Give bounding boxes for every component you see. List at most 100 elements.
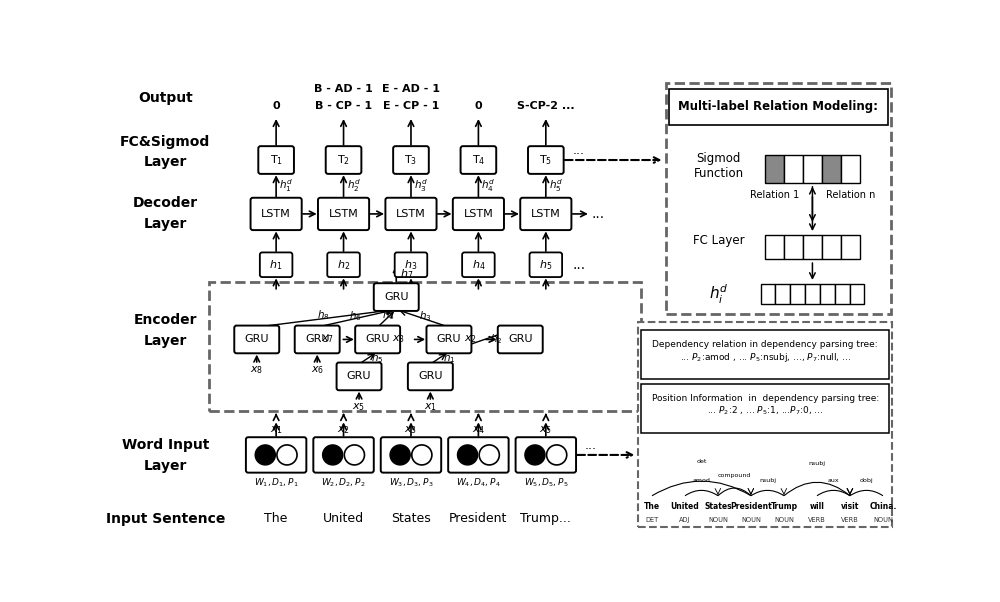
Text: nsubj: nsubj: [808, 462, 825, 467]
Text: NOUN: NOUN: [774, 517, 794, 523]
Text: LSTM: LSTM: [531, 209, 561, 219]
FancyBboxPatch shape: [462, 252, 495, 277]
Bar: [820, 284, 835, 305]
Text: LSTM: LSTM: [261, 209, 291, 219]
Text: $h_1$: $h_1$: [443, 351, 455, 365]
Bar: [765, 235, 784, 259]
FancyBboxPatch shape: [385, 197, 437, 230]
Text: $h_i^d$: $h_i^d$: [709, 282, 728, 306]
Text: $h_2$: $h_2$: [490, 332, 502, 346]
Text: Decoder: Decoder: [133, 196, 198, 210]
Text: LSTM: LSTM: [396, 209, 426, 219]
Text: GRU: GRU: [418, 371, 443, 382]
Text: T$_4$: T$_4$: [472, 153, 485, 167]
Text: Trump: Trump: [770, 502, 798, 511]
Text: FC Layer: FC Layer: [693, 234, 744, 247]
FancyBboxPatch shape: [426, 326, 471, 353]
Text: will: will: [810, 502, 824, 511]
Text: $h_3^d$: $h_3^d$: [414, 178, 428, 194]
Text: GRU: GRU: [305, 335, 329, 344]
Text: China.: China.: [869, 502, 897, 511]
Text: 0: 0: [475, 101, 482, 111]
FancyBboxPatch shape: [260, 252, 292, 277]
Text: United: United: [323, 512, 364, 526]
Bar: [784, 155, 803, 183]
Text: LSTM: LSTM: [329, 209, 358, 219]
Text: S-CP-2 ...: S-CP-2 ...: [517, 101, 575, 111]
Text: NOUN: NOUN: [873, 517, 893, 523]
Text: Relation n: Relation n: [826, 190, 875, 200]
Text: $x_2$: $x_2$: [464, 334, 477, 346]
Bar: [835, 284, 850, 305]
Text: United: United: [671, 502, 699, 511]
Bar: [822, 155, 841, 183]
Bar: [765, 155, 784, 183]
FancyBboxPatch shape: [666, 83, 891, 314]
Text: NOUN: NOUN: [708, 517, 728, 523]
FancyBboxPatch shape: [530, 252, 562, 277]
Text: The: The: [264, 512, 288, 526]
Text: B - CP - 1: B - CP - 1: [315, 101, 372, 111]
Circle shape: [277, 445, 297, 465]
Bar: [822, 235, 841, 259]
Text: $h_1$: $h_1$: [269, 258, 283, 272]
Text: $x_3$: $x_3$: [404, 424, 418, 436]
FancyBboxPatch shape: [461, 146, 496, 174]
FancyBboxPatch shape: [448, 437, 509, 473]
FancyBboxPatch shape: [337, 362, 382, 390]
FancyBboxPatch shape: [313, 437, 374, 473]
Text: Input Sentence: Input Sentence: [106, 512, 225, 526]
Text: Encoder: Encoder: [134, 313, 197, 327]
Text: GRU: GRU: [244, 335, 269, 344]
Text: Dependency relation in dependency parsing tree:
... $P_2$:amod , ... $P_5$:nsubj: Dependency relation in dependency parsin…: [652, 340, 878, 364]
FancyBboxPatch shape: [374, 283, 419, 311]
Text: $h_5^d$: $h_5^d$: [549, 178, 563, 194]
FancyBboxPatch shape: [393, 146, 429, 174]
Text: GRU: GRU: [365, 335, 390, 344]
Text: ADJ: ADJ: [679, 517, 691, 523]
FancyBboxPatch shape: [516, 437, 576, 473]
Text: $h_8$: $h_8$: [317, 309, 330, 323]
Text: GRU: GRU: [384, 292, 409, 302]
Text: T$_1$: T$_1$: [270, 153, 283, 167]
Text: E - AD - 1: E - AD - 1: [382, 84, 440, 94]
Text: VERB: VERB: [808, 517, 826, 523]
FancyBboxPatch shape: [528, 146, 564, 174]
Circle shape: [457, 445, 478, 465]
Text: States: States: [391, 512, 431, 526]
Text: $h_3$: $h_3$: [419, 309, 432, 323]
Text: $W_2,D_2,P_2$: $W_2,D_2,P_2$: [321, 476, 366, 489]
Text: B - AD - 1: B - AD - 1: [314, 84, 373, 94]
Text: $x_1$: $x_1$: [424, 402, 437, 413]
Text: States: States: [704, 502, 732, 511]
Text: $W_1,D_1,P_1$: $W_1,D_1,P_1$: [254, 476, 298, 489]
Bar: [803, 235, 822, 259]
Circle shape: [412, 445, 432, 465]
Text: Layer: Layer: [144, 334, 187, 348]
Text: $h_4^d$: $h_4^d$: [481, 178, 495, 194]
Circle shape: [323, 445, 343, 465]
Text: ...: ...: [572, 144, 584, 157]
FancyBboxPatch shape: [641, 330, 889, 379]
Text: Sigmod
Function: Sigmod Function: [694, 152, 744, 180]
Text: dobj: dobj: [860, 477, 873, 483]
Text: Layer: Layer: [144, 155, 187, 169]
FancyBboxPatch shape: [638, 323, 892, 527]
FancyBboxPatch shape: [355, 326, 400, 353]
Text: President: President: [730, 502, 772, 511]
FancyBboxPatch shape: [453, 197, 504, 230]
Text: GRU: GRU: [508, 335, 532, 344]
Text: President: President: [449, 512, 508, 526]
Text: visit: visit: [841, 502, 859, 511]
Text: $h_2$: $h_2$: [337, 258, 350, 272]
Text: DET: DET: [645, 517, 659, 523]
Text: compound: compound: [718, 473, 751, 478]
Text: $h_4$: $h_4$: [382, 309, 395, 323]
Text: amod: amod: [693, 477, 710, 483]
Text: $x_6$: $x_6$: [311, 364, 324, 376]
FancyBboxPatch shape: [251, 197, 302, 230]
Text: $x_7$: $x_7$: [321, 334, 334, 346]
Text: $W_4,D_4,P_4$: $W_4,D_4,P_4$: [456, 476, 501, 489]
Text: Layer: Layer: [144, 459, 187, 473]
Bar: [841, 155, 860, 183]
